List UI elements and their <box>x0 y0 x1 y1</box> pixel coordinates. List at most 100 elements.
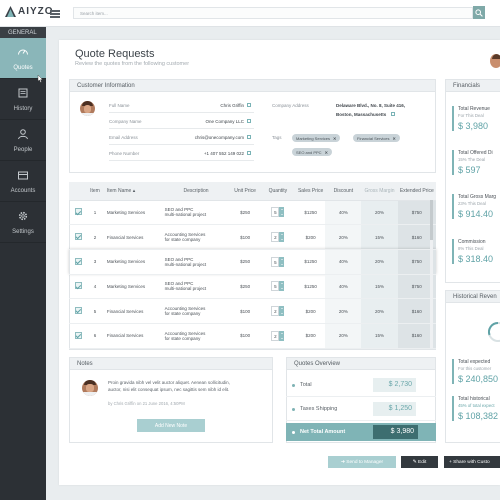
tag-chip[interactable]: Marketing Services ✕ <box>292 134 341 142</box>
discount-cell: 40% <box>325 249 362 275</box>
row-checkbox[interactable] <box>74 307 82 315</box>
add-note-button[interactable]: Add New Note <box>137 419 205 432</box>
search-icon <box>475 8 483 17</box>
edit-pencil-icon[interactable] <box>247 151 251 155</box>
quantity-value[interactable]: 5 <box>271 207 280 218</box>
quantity-stepper[interactable]: 5 <box>259 249 296 275</box>
extended-price-cell: $160 <box>397 323 436 349</box>
sidebar-item-accounts[interactable]: Accounts <box>0 161 46 202</box>
quantity-stepper[interactable]: 2 <box>259 323 296 349</box>
logo-mark-icon <box>5 6 16 17</box>
remove-tag-icon[interactable]: ✕ <box>324 150 328 155</box>
column-header[interactable]: Description <box>161 182 231 201</box>
search-input[interactable]: Search item... <box>73 7 473 19</box>
table-row[interactable]: 2 Financial Services Accounting Services… <box>69 224 436 250</box>
select-column <box>69 182 88 201</box>
row-checkbox[interactable] <box>74 282 82 290</box>
item-cell: 4 <box>87 274 103 300</box>
tag-chip[interactable]: Financial Services ✕ <box>353 134 400 142</box>
sidebar-item-quotes[interactable]: Quotes <box>0 38 46 83</box>
search-button[interactable] <box>473 6 485 19</box>
description-cell: Accounting Services for state company <box>161 298 231 324</box>
column-header[interactable]: Sales Price <box>295 182 326 201</box>
item-cell: 2 <box>87 224 103 250</box>
quantity-value[interactable]: 2 <box>271 306 280 317</box>
edit-pencil-icon[interactable] <box>247 135 251 139</box>
quantity-stepper[interactable]: 2 <box>259 224 296 250</box>
column-header[interactable]: Item Name ▴ <box>102 182 162 201</box>
tag-chip[interactable]: SEO and PPC ✕ <box>292 148 332 156</box>
sidebar-heading: GENERAL <box>0 27 46 38</box>
share-with-customer-button[interactable]: + Share with Custo <box>444 456 500 468</box>
sidebar-item-settings[interactable]: Settings <box>0 202 46 243</box>
table-row[interactable]: 6 Financial Services Accounting Services… <box>69 323 436 349</box>
tag-label: SEO and PPC <box>296 150 322 155</box>
sidebar-item-label: People <box>13 147 33 153</box>
sales-price-cell: $200 <box>295 298 326 324</box>
column-header[interactable]: Quantity <box>259 182 296 201</box>
company-name-label: Company Name <box>109 119 142 124</box>
top-bar: AIYZO Search item... <box>0 0 500 27</box>
row-checkbox[interactable] <box>74 331 82 339</box>
quantity-value[interactable]: 2 <box>271 330 280 341</box>
customer-information-panel: Customer Information <box>69 79 436 173</box>
column-header[interactable]: Item <box>87 182 103 201</box>
gross-margin-cell: 15% <box>361 323 398 349</box>
panel-heading: Quotes Overview <box>287 358 435 370</box>
quantity-value[interactable]: 2 <box>271 232 280 243</box>
sidebar-item-label: Accounts <box>10 188 36 194</box>
page-subtitle: Review the quotes from the following cus… <box>75 61 190 67</box>
cursor-icon <box>37 75 43 83</box>
quantity-stepper[interactable]: 5 <box>259 200 296 226</box>
overview-shipping-label: Taxes Shipping <box>300 406 338 412</box>
app-logo[interactable]: AIYZO <box>5 6 54 17</box>
edit-pencil-icon: ✎ <box>412 459 417 465</box>
extended-price-cell: $750 <box>397 249 436 275</box>
sales-price-cell: $1250 <box>295 249 326 275</box>
row-checkbox[interactable] <box>74 208 82 216</box>
quantity-value[interactable]: 5 <box>271 256 280 267</box>
table-row[interactable]: 1 Marketing Services SEO and PPC multi-na… <box>69 200 436 226</box>
table-row[interactable]: 4 Marketing Services SEO and PPC multi-na… <box>69 274 436 300</box>
column-header[interactable]: Unit Price <box>230 182 260 201</box>
table-row[interactable]: 5 Financial Services Accounting Services… <box>69 298 436 324</box>
extended-price-cell: $750 <box>397 200 436 226</box>
user-avatar[interactable] <box>490 54 500 68</box>
sidebar-item-label: History <box>13 106 33 112</box>
note-meta: by Chris Griffin on 21 June 2016, 4:50PM <box>108 401 185 406</box>
sidebar-item-people[interactable]: People <box>0 120 46 161</box>
full-name-value: Chris Griffin <box>220 103 244 108</box>
scrollbar-thumb[interactable] <box>430 200 433 240</box>
gross-margin-cell: 20% <box>361 249 398 275</box>
quantity-stepper[interactable]: 2 <box>259 298 296 324</box>
edit-pencil-icon[interactable] <box>391 112 395 116</box>
sidebar-item-label: Settings <box>12 229 34 235</box>
table-row[interactable]: 3 Marketing Services SEO and PPC multi-na… <box>69 249 436 275</box>
edit-button[interactable]: ✎ Edit <box>401 456 438 468</box>
full-name-label: Full Name <box>109 103 130 108</box>
quantity-value[interactable]: 5 <box>271 281 280 292</box>
phone-value: +1 407 552 149 022 <box>203 151 244 156</box>
item-cell: 6 <box>87 323 103 349</box>
row-checkbox[interactable] <box>74 257 82 265</box>
sidebar-item-history[interactable]: History <box>0 79 46 120</box>
edit-pencil-icon[interactable] <box>247 103 251 107</box>
row-checkbox[interactable] <box>74 233 82 241</box>
history-icon <box>18 88 28 98</box>
menu-toggle-icon[interactable] <box>50 10 60 18</box>
column-header[interactable]: Gross Margin <box>361 182 398 201</box>
quantity-stepper[interactable]: 5 <box>259 274 296 300</box>
tag-label: Financial Services <box>357 136 390 141</box>
remove-tag-icon[interactable]: ✕ <box>392 136 396 141</box>
column-header[interactable]: Discount <box>325 182 362 201</box>
email-label: Email Address <box>109 135 138 140</box>
column-header[interactable]: Extended Price <box>397 182 436 201</box>
description-cell: SEO and PPC multi-national project <box>161 249 231 275</box>
table-scrollbar[interactable] <box>430 200 433 348</box>
edit-pencil-icon[interactable] <box>247 119 251 123</box>
overview-total-label: Total <box>300 382 312 388</box>
remove-tag-icon[interactable]: ✕ <box>333 136 337 141</box>
send-to-manager-button[interactable]: ➜ Send to Manager <box>328 456 396 468</box>
item-name-cell: Marketing Services <box>102 200 162 226</box>
email-value: chris@onecompany.com <box>194 135 244 140</box>
